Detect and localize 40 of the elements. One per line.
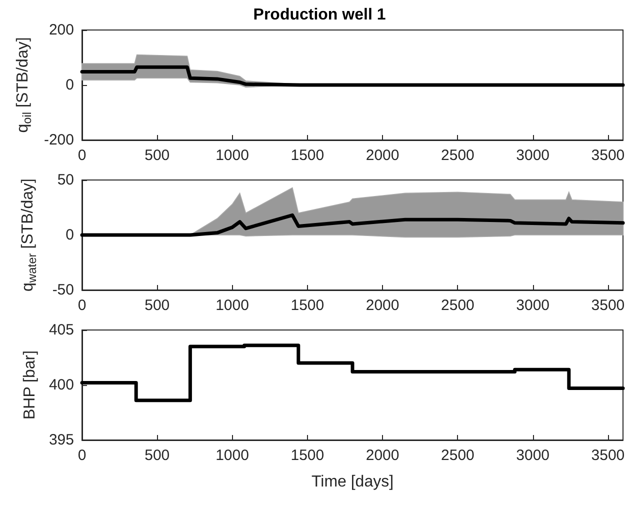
y-axis-title: qwater [STB/day] xyxy=(20,178,39,292)
y-tick-label: 0 xyxy=(66,76,74,94)
x-tick-label: 3500 xyxy=(591,447,625,464)
x-tick-label: 500 xyxy=(144,147,170,164)
x-tick-label: 2500 xyxy=(441,297,474,314)
x-axis-title: Time [days] xyxy=(311,474,394,490)
x-tick-label: 500 xyxy=(144,297,170,314)
y-tick-label: -50 xyxy=(52,282,74,298)
x-tick-label: 3000 xyxy=(516,147,550,164)
y-axis-title: qoil [STB/day] xyxy=(14,37,34,133)
line-series xyxy=(80,65,625,87)
x-tick-label: 3500 xyxy=(591,297,625,314)
x-tick-label: 0 xyxy=(78,447,86,464)
y-tick-label: 50 xyxy=(57,172,74,188)
x-tick-label: 3000 xyxy=(516,297,550,314)
line-series xyxy=(80,213,625,237)
y-axis-title: BHP [bar] xyxy=(22,350,38,420)
y-tick-label: 400 xyxy=(48,376,74,394)
x-tick-label: 3500 xyxy=(591,147,625,164)
x-tick-label: 2000 xyxy=(366,147,400,164)
x-tick-label: 0 xyxy=(78,297,86,314)
y-tick-label: 395 xyxy=(48,432,74,448)
y-tick-label: 405 xyxy=(48,322,74,338)
x-tick-label: 2000 xyxy=(366,297,400,314)
y-tick-label: 200 xyxy=(48,22,74,38)
x-tick-label: 1500 xyxy=(290,147,324,164)
x-tick-label: 1500 xyxy=(290,297,324,314)
x-tick-label: 2500 xyxy=(441,147,474,164)
x-tick-label: 1500 xyxy=(290,447,324,464)
chart-title: Production well 1 xyxy=(253,6,386,24)
x-tick-label: 1000 xyxy=(216,147,249,164)
x-tick-label: 1000 xyxy=(216,297,249,314)
x-tick-label: 1000 xyxy=(216,447,249,464)
x-tick-label: 0 xyxy=(78,147,86,164)
y-tick-label: -200 xyxy=(44,132,74,148)
y-tick-label: 0 xyxy=(66,226,74,244)
x-tick-label: 2000 xyxy=(366,447,400,464)
x-tick-label: 3000 xyxy=(516,447,550,464)
x-tick-label: 500 xyxy=(144,447,170,464)
x-tick-label: 2500 xyxy=(441,447,474,464)
